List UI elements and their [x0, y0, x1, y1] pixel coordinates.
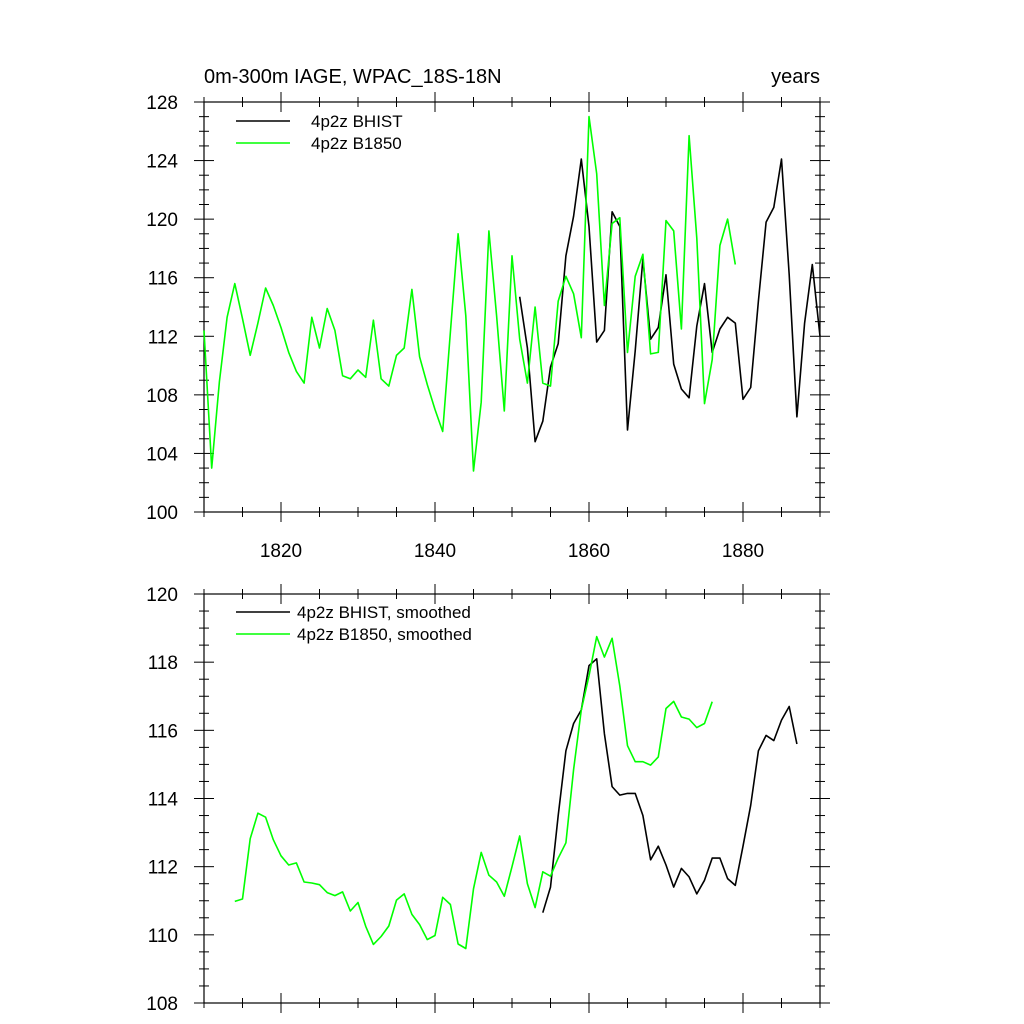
bottom-chart-series-line-b1850	[234, 635, 713, 950]
bottom-chart-y-tick-label: 116	[148, 721, 178, 742]
chart-title: 0m-300m IAGE, WPAC_18S-18N	[204, 66, 502, 88]
top-chart-x-tick-label: 1860	[568, 541, 610, 562]
top-chart-axes: 1820 1840 1860 1880 100 104 108 112 116 120 124 128	[146, 92, 830, 562]
bottom-chart-y-tick-label: 118	[148, 653, 178, 674]
top-chart-y-tick-label: 128	[146, 93, 178, 114]
top-chart-y-tick-label: 124	[146, 152, 178, 173]
top-chart-y-tick-label: 116	[148, 269, 178, 290]
top-chart-y-tick-label: 100	[146, 503, 178, 524]
bottom-chart-y-tick-label: 108	[146, 994, 178, 1015]
legend-label-bhist: 4p2z BHIST	[311, 112, 403, 131]
bottom-chart-y-tick-label: 114	[148, 790, 179, 811]
top-chart-y-tick-label: 120	[146, 210, 178, 231]
top-chart-x-tick-label: 1880	[722, 541, 764, 562]
top-chart-panel: 0m-300m IAGE, WPAC_18S-18N years 1820 184…	[146, 66, 830, 562]
top-chart-y-tick-label: 112	[148, 327, 178, 348]
bottom-chart-axes: 108 110 112 114 116 118 120	[146, 584, 830, 1015]
bottom-chart-y-tick-label: 112	[148, 858, 178, 879]
legend-label-b1850-smoothed: 4p2z B1850, smoothed	[297, 625, 472, 644]
bottom-chart-series	[234, 635, 798, 950]
top-chart-series-line-b1850	[203, 115, 737, 472]
legend-label-bhist-smoothed: 4p2z BHIST, smoothed	[297, 603, 471, 622]
bottom-chart-y-tick-label: 120	[146, 585, 178, 606]
top-chart-x-tick-label: 1840	[414, 541, 456, 562]
top-chart-legend: 4p2z BHIST 4p2z B1850	[236, 112, 403, 153]
top-chart-y-tick-label: 108	[146, 386, 178, 407]
bottom-chart-y-tick-label: 110	[148, 926, 178, 947]
chart-units-label: years	[771, 66, 820, 88]
top-chart-series-line-bhist	[518, 158, 821, 443]
legend-label-b1850: 4p2z B1850	[311, 134, 402, 153]
top-chart-x-tick-label: 1820	[260, 541, 302, 562]
top-chart-y-tick-label: 104	[146, 444, 178, 465]
top-chart-series	[203, 115, 821, 472]
bottom-chart-legend: 4p2z BHIST, smoothed 4p2z B1850, smoothe…	[236, 603, 472, 644]
bottom-chart-series-line-bhist	[542, 657, 798, 913]
bottom-chart-panel: 108 110 112 114 116 118 120 4p2z BHIST, smooth…	[146, 584, 830, 1015]
